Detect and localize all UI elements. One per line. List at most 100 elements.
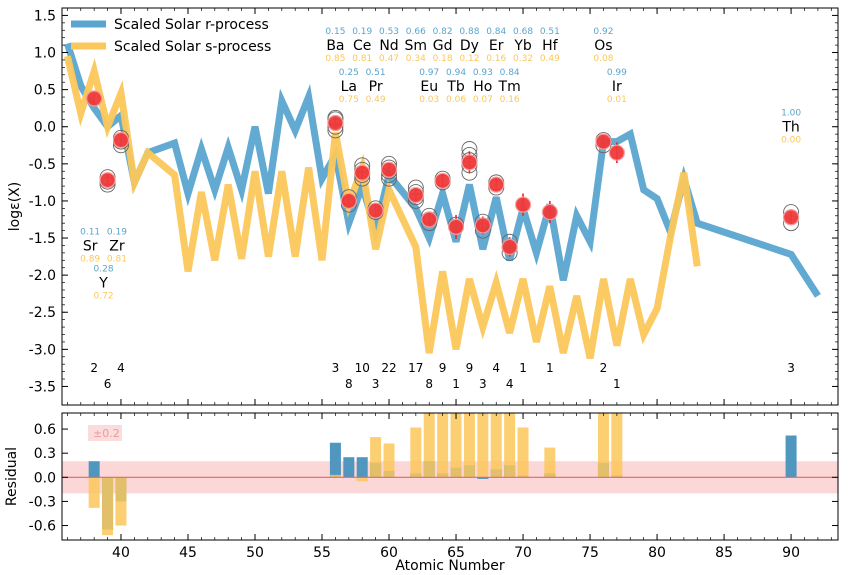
- x-tick-label: 40: [112, 545, 130, 561]
- res-y-tick-label: 0.3: [34, 446, 56, 462]
- element-symbol: Os: [594, 38, 612, 54]
- main-plot-frame: [61, 7, 839, 406]
- y-tick-label: -1.5: [29, 231, 56, 247]
- element-symbol: Tb: [446, 79, 465, 95]
- x-tick-label: 75: [581, 545, 599, 561]
- measurement-count: 1: [613, 377, 621, 391]
- element-symbol: Pr: [369, 79, 383, 95]
- element-s-fraction: 0.08: [593, 54, 613, 64]
- s-residual-bar: [450, 413, 462, 478]
- observed-point: [421, 211, 438, 228]
- measurement-count: 1: [452, 377, 460, 391]
- element-s-fraction: 0.18: [433, 54, 453, 64]
- measurement-count: 2: [90, 361, 98, 375]
- s-residual-bar: [517, 427, 529, 478]
- measurement-count: 4: [506, 377, 514, 391]
- element-s-fraction: 0.06: [446, 95, 466, 105]
- res-y-tick-label: -0.3: [29, 494, 56, 510]
- observed-point: [112, 131, 130, 149]
- y-tick-label: 0.0: [34, 120, 56, 136]
- r-residual-bar: [356, 457, 368, 478]
- observed-point: [407, 186, 424, 204]
- element-symbol: Sr: [83, 238, 98, 254]
- y-tick-label: -2.0: [29, 268, 56, 284]
- y-tick-label: -1.0: [29, 194, 56, 210]
- element-r-fraction: 0.93: [473, 68, 493, 78]
- observed-point: [461, 154, 478, 171]
- s-residual-bar: [437, 413, 449, 478]
- element-r-fraction: 0.28: [94, 265, 114, 275]
- s-residual-bar: [463, 413, 475, 478]
- legend-label: Scaled Solar s-process: [114, 39, 271, 55]
- element-s-fraction: 0.03: [419, 95, 439, 105]
- y-tick-label: 1.0: [34, 46, 56, 62]
- element-symbol: Eu: [420, 79, 438, 95]
- res-y-tick-label: 0.6: [34, 422, 56, 438]
- y-tick-label: -3.5: [29, 379, 56, 395]
- element-symbol: Nd: [379, 38, 398, 54]
- x-axis-label: Atomic Number: [395, 558, 505, 574]
- element-s-fraction: 0.81: [107, 254, 127, 264]
- element-s-fraction: 0.49: [366, 95, 386, 105]
- element-r-fraction: 1.00: [781, 109, 801, 119]
- r-residual-bar: [343, 457, 355, 478]
- observed-point: [501, 238, 518, 256]
- main-y-axis-label: logε(X): [7, 182, 23, 231]
- element-s-fraction: 0.49: [540, 54, 560, 64]
- element-symbol: Yb: [513, 38, 532, 54]
- observed-point: [354, 164, 371, 181]
- x-tick-label: 80: [648, 545, 666, 561]
- element-r-fraction: 0.25: [339, 68, 359, 78]
- observed-point: [327, 114, 344, 132]
- observed-point: [514, 196, 532, 213]
- element-symbol: La: [341, 79, 357, 95]
- element-s-fraction: 0.12: [459, 54, 479, 64]
- element-symbol: Sm: [405, 38, 428, 54]
- measurement-count: 2: [600, 361, 608, 375]
- element-r-fraction: 0.97: [419, 68, 439, 78]
- y-tick-label: -0.5: [29, 157, 56, 173]
- y-tick-label: 1.5: [34, 8, 56, 24]
- element-r-fraction: 0.94: [446, 68, 466, 78]
- res-y-tick-label: 0.0: [34, 470, 56, 486]
- observed-point: [608, 144, 625, 161]
- measurement-count: 6: [104, 377, 112, 391]
- element-s-fraction: 0.07: [473, 95, 493, 105]
- element-s-fraction: 0.16: [500, 95, 520, 105]
- element-symbol: Dy: [460, 38, 479, 54]
- s-residual-bar: [88, 477, 100, 508]
- element-symbol: Tm: [498, 79, 521, 95]
- element-r-fraction: 0.19: [352, 27, 372, 37]
- element-r-fraction: 0.92: [593, 27, 613, 37]
- observed-point: [434, 172, 451, 189]
- measurement-count: 8: [345, 377, 353, 391]
- measurement-count: 4: [117, 361, 125, 375]
- tolerance-band-label-box: [88, 425, 122, 441]
- s-process-line: [63, 55, 701, 360]
- element-r-fraction: 0.68: [513, 27, 533, 37]
- observed-point: [782, 209, 800, 226]
- element-symbol: Er: [489, 38, 504, 54]
- element-r-fraction: 0.11: [80, 227, 100, 237]
- y-tick-label: 0.5: [34, 83, 56, 99]
- element-symbol: Y: [98, 276, 108, 292]
- r-process-line: [64, 42, 821, 298]
- measurement-count: 3: [372, 377, 380, 391]
- element-r-fraction: 0.88: [459, 27, 479, 37]
- element-r-fraction: 0.84: [486, 27, 506, 37]
- s-residual-bar: [544, 447, 556, 478]
- x-tick-label: 55: [313, 545, 331, 561]
- s-residual-bar: [423, 413, 435, 478]
- element-s-fraction: 0.00: [781, 136, 801, 146]
- measurement-count: 3: [787, 361, 795, 375]
- element-r-fraction: 0.84: [500, 68, 520, 78]
- element-symbol: Gd: [433, 38, 453, 54]
- observed-point: [595, 133, 612, 150]
- observed-point: [367, 202, 384, 219]
- s-residual-bar: [115, 477, 127, 526]
- s-residual-bar: [477, 413, 489, 478]
- s-residual-bar: [383, 443, 395, 478]
- element-s-fraction: 0.89: [80, 254, 100, 264]
- element-symbol: Th: [781, 120, 799, 136]
